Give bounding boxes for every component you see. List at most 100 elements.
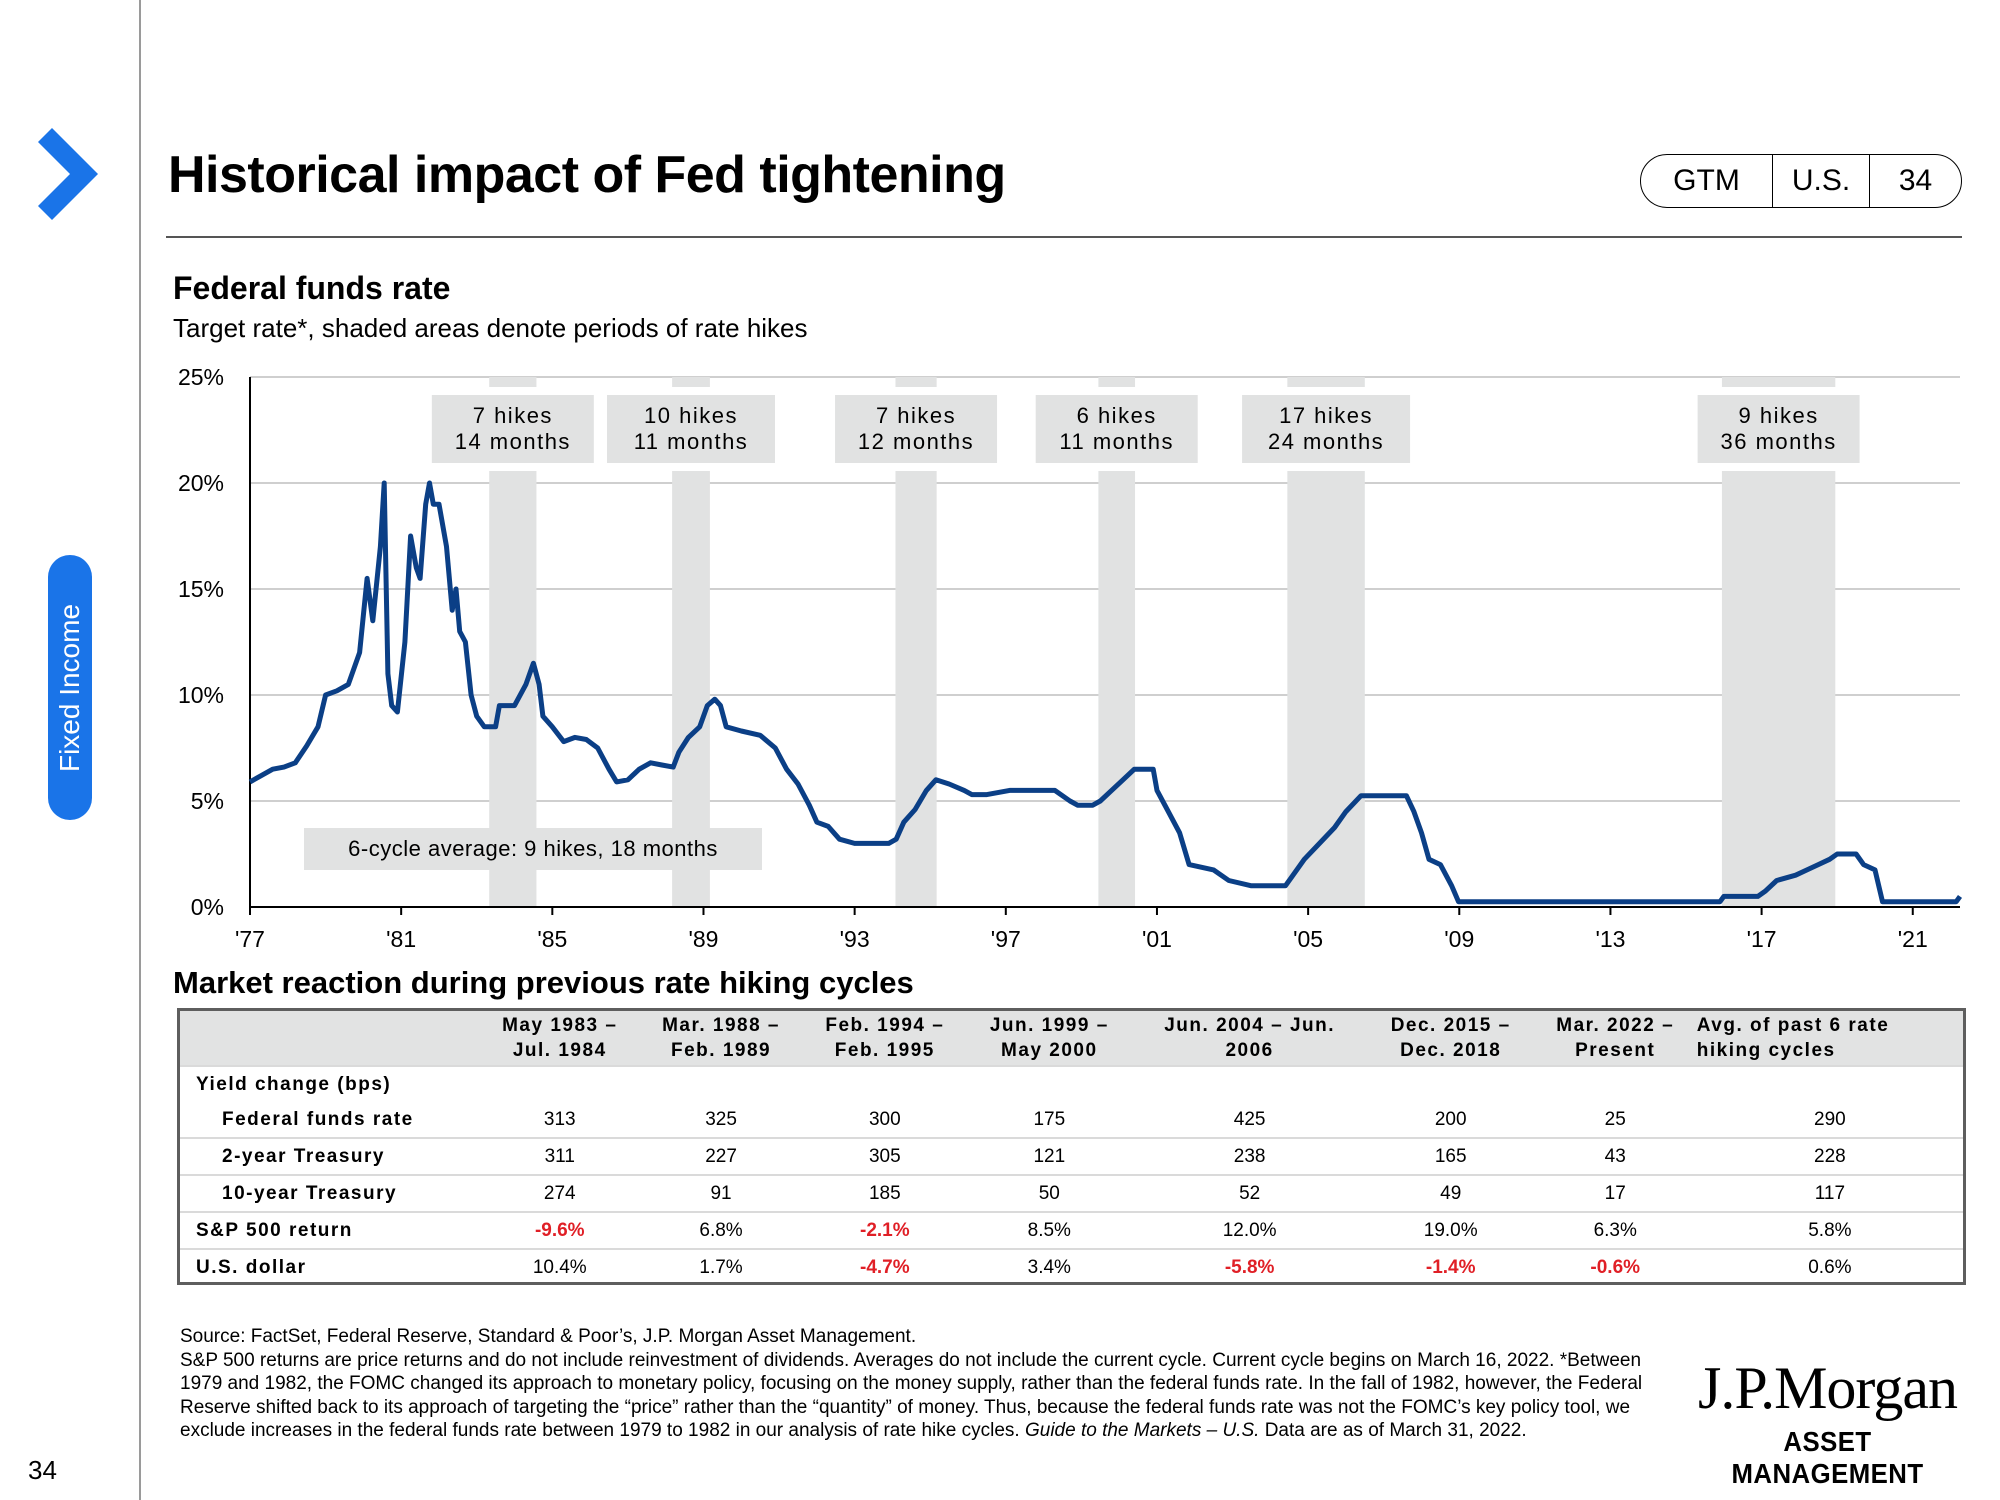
table-cell: 121 — [967, 1137, 1132, 1175]
table-cell: 238 — [1131, 1137, 1368, 1175]
table-row: Federal funds rate 313 325 300 175 425 200 25 29… — [180, 1102, 1963, 1138]
table-cell: 117 — [1696, 1174, 1963, 1212]
table-group-row: Yield change (bps) — [180, 1065, 1963, 1102]
table-cell: 8.5% — [967, 1211, 1132, 1249]
fed-funds-rate-line — [248, 480, 1963, 905]
hike-label-duration: 36 months — [1720, 429, 1836, 454]
table-row: S&P 500 return -9.6% 6.8% -2.1% 8.5% 12.0% 19.… — [180, 1211, 1963, 1249]
table-cell: 274 — [480, 1174, 640, 1212]
table-cell: 52 — [1131, 1174, 1368, 1212]
chevron-right-icon — [38, 128, 98, 220]
market-table-title: Market reaction during previous rate hik… — [173, 965, 914, 1000]
col-header-line: Avg. of past 6 rate — [1696, 1015, 1890, 1036]
col-header-line: Present — [1575, 1040, 1656, 1061]
left-divider — [139, 0, 141, 1500]
table-cell: -0.6% — [1533, 1248, 1697, 1285]
table-col-header: Dec. 2015 – Dec. 2018 — [1367, 1011, 1534, 1066]
table-col-header: Feb. 1994 – Feb. 1995 — [802, 1011, 968, 1066]
table-cell: -5.8% — [1131, 1248, 1368, 1285]
hike-label-count: 7 hikes — [473, 403, 553, 428]
footnote: Source: FactSet, Federal Reserve, Standa… — [180, 1325, 1675, 1443]
x-tick-label: '77 — [235, 926, 265, 952]
col-header-line: Jul. 1984 — [512, 1040, 607, 1061]
x-tick-label: '05 — [1293, 926, 1323, 952]
hike-label-box — [835, 395, 998, 463]
table-row: 10-year Treasury 274 91 185 50 52 49 17 117 — [180, 1174, 1963, 1212]
market-reaction-table: May 1983 – Jul. 1984 Mar. 1988 – Feb. 1989 F… — [177, 1008, 1966, 1285]
table-cell: 165 — [1367, 1137, 1534, 1175]
hike-label-duration: 11 months — [634, 429, 749, 454]
table-group-label: Yield change (bps) — [180, 1065, 1963, 1102]
col-header-line: Feb. 1994 – — [825, 1015, 945, 1036]
jpmorgan-logo: J.P.Morgan ASSET MANAGEMENT — [1690, 1358, 1965, 1490]
x-tick-label: '21 — [1898, 926, 1928, 952]
hike-label-count: 7 hikes — [876, 403, 956, 428]
page-title: Historical impact of Fed tightening — [168, 146, 1006, 204]
y-tick-label: 5% — [191, 788, 224, 814]
table-cell: 17 — [1533, 1174, 1697, 1212]
table-cell: -9.6% — [480, 1211, 640, 1249]
table-cell: -2.1% — [802, 1211, 968, 1249]
x-tick-label: '85 — [537, 926, 567, 952]
x-tick-label: '01 — [1142, 926, 1172, 952]
table-row: 2-year Treasury 311 227 305 121 238 165 43 228 — [180, 1137, 1963, 1175]
col-header-line: Dec. 2018 — [1400, 1040, 1502, 1061]
hike-label-duration: 12 months — [858, 429, 974, 454]
table-cell: 313 — [543, 1108, 576, 1130]
page-number: 34 — [28, 1455, 57, 1485]
table-cell: 49 — [1367, 1174, 1534, 1212]
x-tick-label: '81 — [386, 926, 416, 952]
hike-label-box — [1035, 395, 1198, 463]
col-header-line: 2006 — [1225, 1040, 1274, 1061]
table-cell: 5.8% — [1696, 1211, 1963, 1249]
hike-label-count: 9 hikes — [1738, 403, 1818, 428]
footnote-asof: Data are as of March 31, 2022. — [1259, 1420, 1527, 1441]
hike-label-count: 6 hikes — [1077, 403, 1157, 428]
x-tick-label: '13 — [1595, 926, 1625, 952]
hike-label-duration: 11 months — [1059, 429, 1174, 454]
table-col-header: Jun. 2004 – Jun. 2006 — [1131, 1011, 1368, 1066]
table-cell: 325 — [705, 1108, 737, 1130]
hike-label-count: 10 hikes — [644, 403, 738, 428]
y-tick-label: 15% — [178, 576, 224, 602]
hike-label-box — [607, 395, 776, 463]
x-tick-label: '17 — [1747, 926, 1777, 952]
table-cell: 311 — [480, 1137, 640, 1175]
x-tick-label: '97 — [991, 926, 1021, 952]
table-col-header: May 1983 – Jul. 1984 — [480, 1011, 640, 1066]
y-tick-label: 20% — [178, 470, 224, 496]
table-cell: 43 — [1533, 1137, 1697, 1175]
table-col-header: Mar. 1988 – Feb. 1989 — [639, 1011, 803, 1066]
logo-subtitle: ASSET MANAGEMENT — [1731, 1426, 1924, 1489]
col-header-line: Dec. 2015 – — [1390, 1015, 1511, 1036]
badge-region: U.S. — [1773, 155, 1870, 207]
table-cell: 10.4% — [480, 1248, 640, 1285]
row-label: S&P 500 return — [180, 1211, 480, 1249]
table-cell: 6.8% — [639, 1211, 803, 1249]
x-tick-label: '93 — [840, 926, 870, 952]
col-header-line: May 1983 – — [502, 1015, 618, 1036]
table-cell: 290 — [1814, 1108, 1846, 1130]
col-header-line: Jun. 1999 – — [989, 1015, 1109, 1036]
hike-label-box — [1697, 395, 1860, 463]
hike-label-duration: 14 months — [455, 429, 571, 454]
table-cell: -4.7% — [802, 1248, 968, 1285]
table-header-blank — [180, 1011, 480, 1066]
col-header-line: Jun. 2004 – Jun. — [1164, 1015, 1336, 1036]
col-header-line: Mar. 2022 – — [1556, 1015, 1675, 1036]
table-cell: 12.0% — [1131, 1211, 1368, 1249]
section-tab-fixed-income[interactable]: Fixed Income — [48, 555, 92, 820]
header-rule — [166, 236, 1962, 238]
table-cell: 305 — [802, 1137, 968, 1175]
table-cell: 425 — [1233, 1108, 1266, 1130]
col-header-line: Mar. 1988 – — [662, 1015, 780, 1036]
footnote-guide: Guide to the Markets – U.S. — [1024, 1420, 1260, 1441]
table-cell: 227 — [639, 1137, 803, 1175]
table-cell: 3.4% — [967, 1248, 1132, 1285]
table-col-header: Mar. 2022 – Present — [1533, 1011, 1697, 1066]
col-header-line: Feb. 1989 — [670, 1040, 772, 1061]
table-cell: 175 — [1033, 1108, 1066, 1130]
table-cell: 91 — [639, 1174, 803, 1212]
table-cell: 0.6% — [1696, 1248, 1963, 1285]
footnote-text: S&P 500 returns are price returns and do… — [180, 1349, 1643, 1442]
